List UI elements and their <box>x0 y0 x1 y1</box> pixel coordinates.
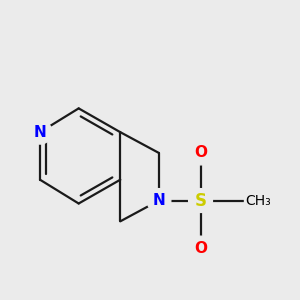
Circle shape <box>189 141 212 165</box>
Text: CH₃: CH₃ <box>245 194 271 208</box>
Text: O: O <box>194 241 207 256</box>
Circle shape <box>189 236 212 260</box>
Circle shape <box>147 189 171 212</box>
Circle shape <box>28 120 52 144</box>
Circle shape <box>189 189 212 212</box>
Text: N: N <box>34 125 46 140</box>
Text: N: N <box>152 193 165 208</box>
Bar <box>244 193 273 208</box>
Text: O: O <box>194 146 207 160</box>
Text: S: S <box>194 191 206 209</box>
